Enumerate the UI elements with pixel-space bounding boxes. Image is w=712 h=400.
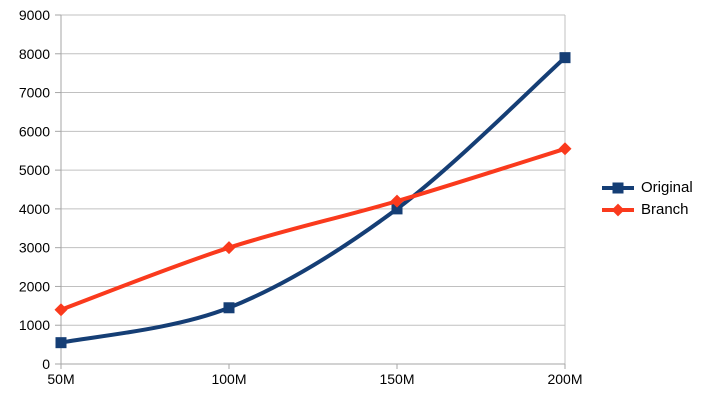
y-tick-label: 0 xyxy=(42,356,50,372)
branch-line xyxy=(60,146,566,312)
original-point-marker xyxy=(391,203,403,215)
y-tick-label: 2000 xyxy=(19,278,50,294)
original-point-marker xyxy=(55,337,67,349)
original-point-marker xyxy=(559,52,571,64)
branch-point-marker xyxy=(558,142,572,156)
x-tick-label: 100M xyxy=(211,371,246,387)
x-tick-label: 200M xyxy=(547,371,582,387)
y-tick-label: 3000 xyxy=(19,240,50,256)
diamond-marker-icon xyxy=(611,203,625,216)
branch-line-sample xyxy=(602,203,634,216)
y-tick-label: 9000 xyxy=(19,7,50,23)
original-line-sample xyxy=(602,182,634,193)
x-tick-label: 50M xyxy=(47,371,74,387)
branch-point-marker xyxy=(54,303,68,317)
branch-point-marker xyxy=(390,194,404,208)
branch-point-marker xyxy=(222,241,236,255)
y-tick-label: 4000 xyxy=(19,201,50,217)
y-tick-label: 1000 xyxy=(19,317,50,333)
y-tick-label: 6000 xyxy=(19,123,50,139)
original-point-marker xyxy=(223,302,235,314)
legend-item-original: Original xyxy=(602,177,693,198)
legend-label-branch: Branch xyxy=(641,201,689,218)
y-tick-label: 7000 xyxy=(19,85,50,101)
legend-label-original: Original xyxy=(641,179,693,196)
y-tick-label: 8000 xyxy=(19,46,50,62)
x-tick-label: 150M xyxy=(379,371,414,387)
legend-item-branch: Branch xyxy=(602,199,693,220)
square-marker-icon xyxy=(612,182,624,193)
chart-legend: Original Branch xyxy=(602,177,693,220)
original-line xyxy=(60,56,567,345)
y-tick-label: 5000 xyxy=(19,162,50,178)
